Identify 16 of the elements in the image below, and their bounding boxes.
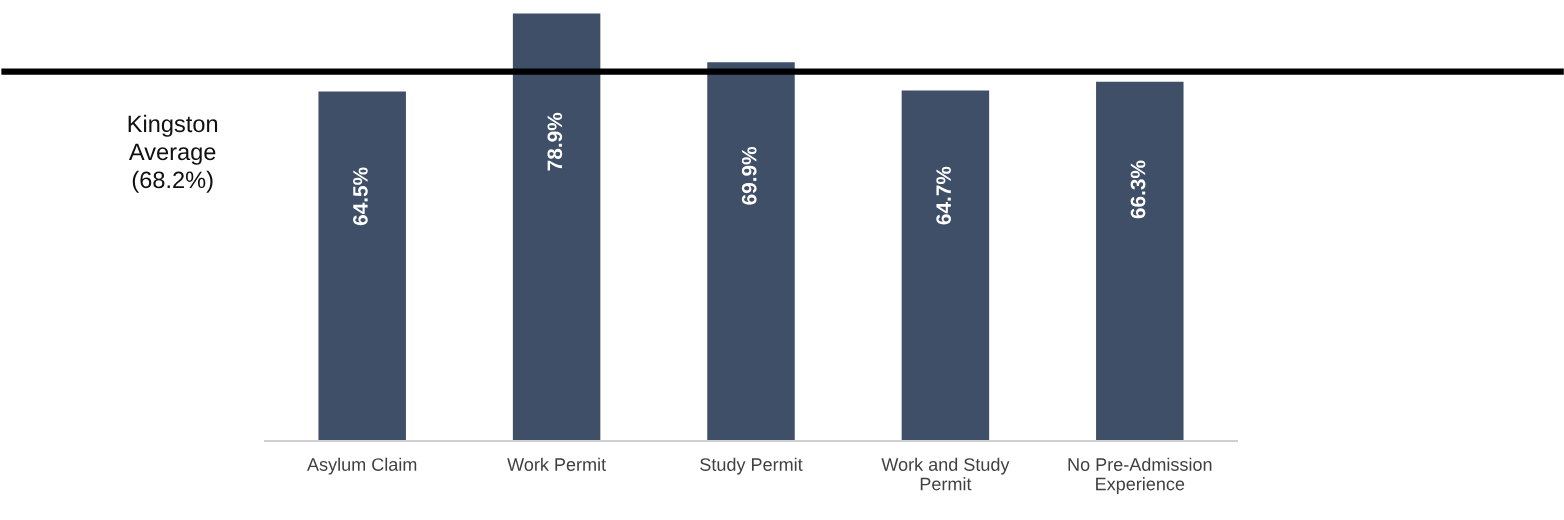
bar <box>707 62 795 441</box>
ref-line-label: Kingston Average (68.2%) <box>128 114 218 193</box>
data-label: 64.5% <box>353 167 368 226</box>
x-tick-label: Study Permit <box>700 457 803 475</box>
data-label: 78.9% <box>547 112 563 171</box>
bar <box>1096 81 1184 441</box>
bar <box>901 90 990 441</box>
data-label: 66.3% <box>1130 160 1146 219</box>
x-tick-label: Asylum Claim <box>307 457 417 475</box>
x-tick-label: Work and Study Permit <box>881 457 1010 491</box>
x-tick-label: No Pre-Admission Experience <box>1068 457 1212 494</box>
data-label: 69.9% <box>741 146 757 205</box>
bar <box>318 91 406 441</box>
bar <box>512 13 601 441</box>
x-tick-label: Work Permit <box>507 457 606 471</box>
data-label: 64.7% <box>936 166 951 225</box>
